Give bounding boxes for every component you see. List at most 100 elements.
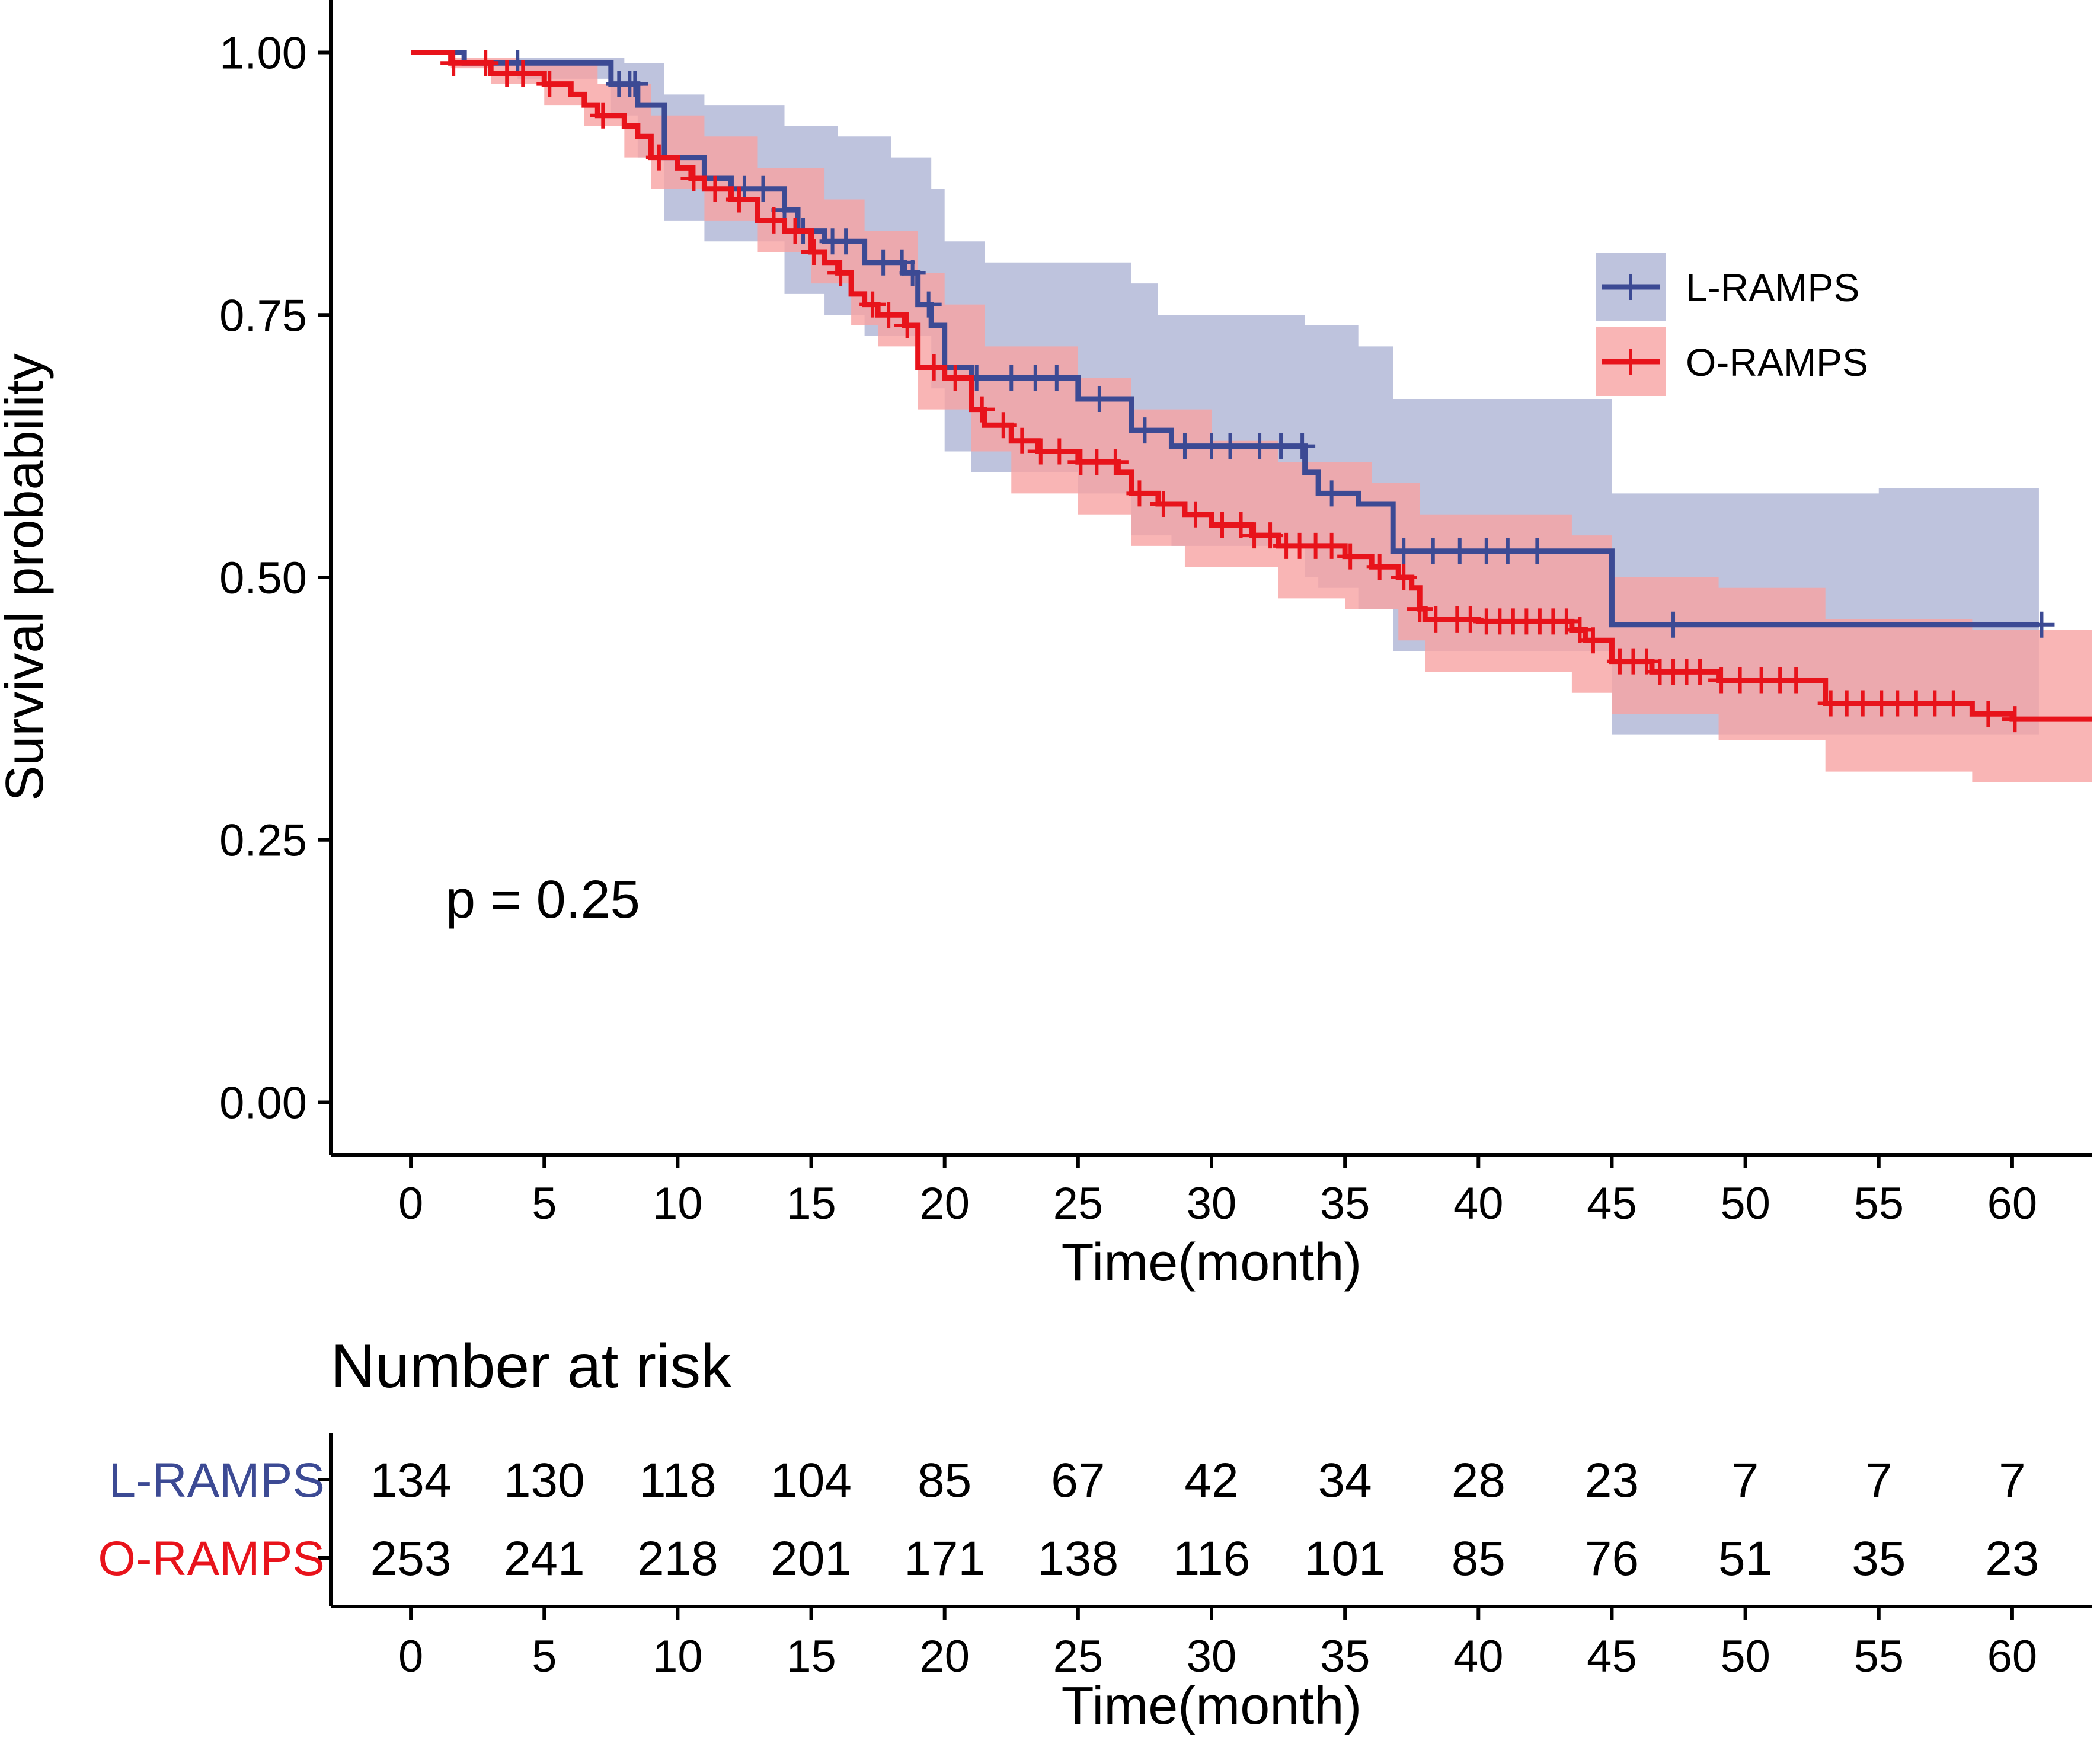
risk-count-o-ramps: 23 <box>1985 1532 2039 1586</box>
y-tick-label: 0.25 <box>219 816 307 866</box>
risk-x-tick-label: 50 <box>1720 1631 1770 1682</box>
censor-mark-o-ramps <box>536 71 563 97</box>
risk-count-o-ramps: 116 <box>1173 1532 1251 1586</box>
x-tick-label: 15 <box>786 1178 836 1229</box>
risk-row-label-l-ramps: L-RAMPS <box>108 1454 325 1507</box>
x-tick-label: 40 <box>1453 1178 1504 1229</box>
risk-count-l-ramps: 28 <box>1452 1454 1506 1507</box>
censor-mark-o-ramps <box>782 218 808 244</box>
x-tick-label: 35 <box>1320 1178 1370 1229</box>
p-value-annotation: p = 0.25 <box>446 870 640 930</box>
censor-mark-l-ramps <box>1391 538 1417 564</box>
censor-mark-o-ramps <box>1046 438 1073 465</box>
risk-count-l-ramps: 42 <box>1184 1454 1238 1507</box>
censor-mark-o-ramps <box>760 207 787 234</box>
censor-mark-l-ramps <box>1171 433 1198 459</box>
censor-mark-o-ramps <box>1257 522 1284 549</box>
censor-mark-o-ramps <box>1580 627 1606 654</box>
risk-x-tick-label: 25 <box>1053 1631 1104 1682</box>
risk-count-l-ramps: 67 <box>1051 1454 1105 1507</box>
censor-mark-o-ramps <box>1633 648 1660 675</box>
censor-mark-o-ramps <box>1940 690 1967 717</box>
censor-mark-o-ramps <box>680 165 707 192</box>
risk-x-tick-label: 15 <box>786 1631 836 1682</box>
censor-mark-l-ramps <box>1446 538 1473 564</box>
censor-mark-o-ramps <box>942 365 969 391</box>
censor-mark-o-ramps <box>894 312 920 338</box>
risk-count-o-ramps: 218 <box>637 1532 718 1586</box>
censor-mark-l-ramps <box>888 249 915 276</box>
risk-x-tick-label: 30 <box>1187 1631 1237 1682</box>
censor-mark-o-ramps <box>440 50 467 76</box>
x-tick-label: 10 <box>653 1178 703 1229</box>
risk-count-l-ramps: 118 <box>639 1454 717 1507</box>
y-axis-title: Survival probability <box>0 353 55 801</box>
risk-count-o-ramps: 101 <box>1305 1532 1386 1586</box>
censor-mark-l-ramps <box>1131 417 1158 444</box>
censor-mark-o-ramps <box>1687 659 1714 685</box>
risk-count-o-ramps: 201 <box>771 1532 852 1586</box>
x-tick-label: 60 <box>1987 1178 2038 1229</box>
risk-count-l-ramps: 34 <box>1318 1454 1372 1507</box>
censor-mark-o-ramps <box>1126 480 1153 507</box>
censor-mark-l-ramps <box>899 260 926 286</box>
risk-count-o-ramps: 138 <box>1037 1532 1118 1586</box>
censor-mark-o-ramps <box>472 50 499 76</box>
legend-key-censor-o-ramps <box>1618 349 1644 375</box>
censor-mark-o-ramps <box>1457 606 1484 633</box>
risk-count-l-ramps: 134 <box>370 1454 452 1507</box>
legend-label-o-ramps: O-RAMPS <box>1686 340 1868 384</box>
censor-mark-l-ramps <box>1217 433 1244 459</box>
x-tick-label: 45 <box>1587 1178 1637 1229</box>
censor-mark-o-ramps <box>875 302 902 328</box>
risk-count-o-ramps: 241 <box>504 1532 585 1586</box>
censor-mark-l-ramps <box>1086 385 1113 412</box>
risk-count-o-ramps: 51 <box>1718 1532 1772 1586</box>
risk-x-tick-label: 20 <box>919 1631 970 1682</box>
censor-mark-o-ramps <box>725 186 752 213</box>
censor-mark-o-ramps <box>827 260 854 286</box>
censor-mark-o-ramps <box>1009 427 1035 454</box>
censor-mark-l-ramps <box>2028 611 2055 638</box>
x-tick-label: 5 <box>532 1178 557 1229</box>
censor-mark-o-ramps <box>702 175 728 202</box>
y-tick-label: 1.00 <box>219 28 307 79</box>
censor-mark-o-ramps <box>1228 512 1254 538</box>
legend-label-l-ramps: L-RAMPS <box>1686 266 1859 309</box>
censor-mark-o-ramps <box>1102 449 1129 475</box>
risk-count-o-ramps: 35 <box>1852 1532 1906 1586</box>
censor-mark-l-ramps <box>1289 433 1316 459</box>
censor-mark-o-ramps <box>2002 706 2028 733</box>
risk-table-title: Number at risk <box>331 1332 732 1401</box>
censor-mark-o-ramps <box>1391 564 1417 590</box>
risk-x-tick-label: 45 <box>1587 1631 1637 1682</box>
risk-count-l-ramps: 23 <box>1585 1454 1639 1507</box>
risk-row-label-o-ramps: O-RAMPS <box>98 1532 325 1586</box>
censor-mark-o-ramps <box>990 412 1017 439</box>
censor-mark-o-ramps <box>590 102 616 129</box>
censor-mark-o-ramps <box>1975 701 2002 727</box>
x-tick-label: 25 <box>1053 1178 1104 1229</box>
censor-mark-o-ramps <box>1567 617 1593 643</box>
y-tick-label: 0.00 <box>219 1078 307 1128</box>
censor-mark-l-ramps <box>833 228 859 255</box>
x-tick-label: 50 <box>1720 1178 1770 1229</box>
censor-mark-l-ramps <box>915 291 942 318</box>
censor-mark-o-ramps <box>1553 608 1580 635</box>
x-tick-label: 20 <box>919 1178 970 1229</box>
censor-mark-o-ramps <box>645 144 672 171</box>
censor-mark-o-ramps <box>1783 667 1810 694</box>
risk-x-tick-label: 40 <box>1453 1631 1504 1682</box>
censor-mark-o-ramps <box>801 239 827 266</box>
risk-x-tick-label: 60 <box>1987 1631 2038 1682</box>
censor-mark-o-ramps <box>859 291 886 318</box>
y-tick-label: 0.75 <box>219 290 307 341</box>
risk-count-o-ramps: 171 <box>904 1532 985 1586</box>
censor-mark-o-ramps <box>920 354 947 381</box>
risk-x-tick-label: 55 <box>1853 1631 1904 1682</box>
censor-mark-o-ramps <box>1182 501 1209 528</box>
censor-mark-o-ramps <box>510 60 536 87</box>
censor-mark-o-ramps <box>1150 491 1177 518</box>
